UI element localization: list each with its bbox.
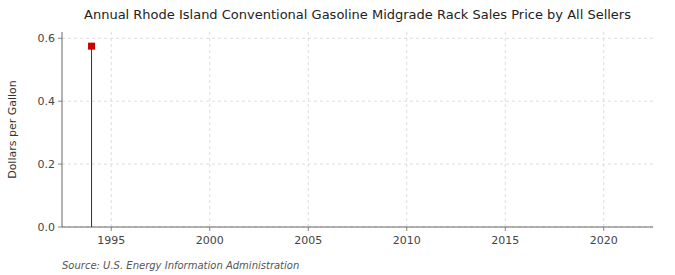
x-grid-line	[603, 32, 604, 227]
x-axis-line	[62, 227, 653, 228]
chart-container: 1995 2000 2005 2010 2015 2020 0.0 0.2 0.4 0.6 Annu…	[0, 0, 675, 275]
data-point	[88, 43, 95, 50]
y-tick	[58, 164, 62, 165]
y-axis-line	[62, 32, 63, 227]
x-tick	[308, 227, 309, 231]
grid	[62, 32, 653, 227]
y-tick-label: 0.6	[38, 32, 56, 45]
x-tick-label: 2010	[393, 234, 421, 247]
x-grid-line	[505, 32, 506, 227]
x-tick-label: 2015	[491, 234, 519, 247]
page: {"chart_data": {"type": "stem", "title":…	[0, 0, 675, 275]
x-tick	[505, 227, 506, 231]
x-tick	[209, 227, 210, 231]
y-grid-line	[62, 38, 653, 39]
y-tick-label: 0.4	[38, 95, 56, 108]
y-axis-label: Dollars per Gallon	[6, 80, 19, 179]
x-tick	[111, 227, 112, 231]
x-grid-line	[406, 32, 407, 227]
x-tick	[406, 227, 407, 231]
x-tick-label: 1995	[97, 234, 125, 247]
chart: 1995 2000 2005 2010 2015 2020 0.0 0.2 0.4 0.6 Annu…	[0, 0, 675, 275]
y-grid-line	[62, 227, 653, 228]
x-grid-line	[209, 32, 210, 227]
y-grid-line	[62, 101, 653, 102]
y-tick	[58, 38, 62, 39]
y-tick-label: 0.2	[38, 158, 56, 171]
y-tick	[58, 101, 62, 102]
data-marks	[88, 43, 95, 227]
annotation: Source: U.S. Energy Information Administ…	[62, 260, 299, 271]
y-grid-line	[62, 164, 653, 165]
y-tick-label: 0.0	[38, 221, 56, 234]
y-tick	[58, 227, 62, 228]
title: Annual Rhode Island Conventional Gasolin…	[84, 7, 631, 22]
x-tick	[603, 227, 604, 231]
x-grid-line	[308, 32, 309, 227]
ticks: 1995 2000 2005 2010 2015 2020 0.0 0.2 0.4 0.6	[38, 32, 618, 247]
x-grid-line	[111, 32, 112, 227]
x-tick-label: 2020	[590, 234, 618, 247]
x-tick-label: 2005	[294, 234, 322, 247]
x-tick-label: 2000	[196, 234, 224, 247]
stem-line	[91, 46, 92, 227]
